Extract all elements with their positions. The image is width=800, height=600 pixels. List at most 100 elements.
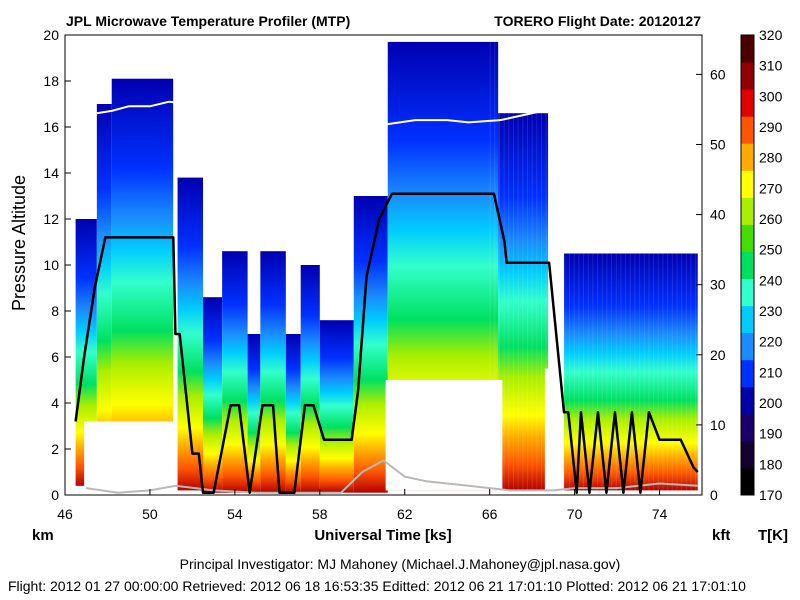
y-tick-label: 10	[43, 257, 59, 273]
texture-stripe	[578, 35, 580, 495]
curtain-segment	[319, 320, 354, 493]
texture-stripe	[606, 35, 608, 495]
colorbar-frame	[740, 34, 755, 496]
colorbar-swatch	[741, 386, 754, 415]
colorbar-tick-label: 290	[759, 119, 783, 135]
kft-unit-label: kft	[712, 527, 730, 544]
texture-stripe	[601, 35, 603, 495]
x-tick-label: 66	[482, 506, 498, 522]
texture-stripe	[541, 35, 542, 495]
kft-tick-label: 60	[710, 66, 726, 82]
colorbar-tick-label: 320	[759, 27, 783, 43]
curtain-segment	[96, 104, 112, 486]
texture-stripe	[615, 35, 617, 495]
y-tick-label: 0	[51, 487, 59, 503]
texture-stripe	[555, 35, 556, 495]
curtain-segment	[222, 251, 248, 493]
x-tick-label: 74	[652, 506, 668, 522]
curtain-segment	[260, 251, 286, 493]
y-tick-label: 12	[43, 211, 59, 227]
x-tick-label: 70	[567, 506, 583, 522]
kft-tick-label: 50	[710, 136, 726, 152]
colorbar-tick-label: 210	[759, 364, 783, 380]
texture-stripe	[499, 35, 500, 495]
colorbar-tick-label: 200	[759, 395, 783, 411]
principal-investigator: Principal Investigator: MJ Mahoney (Mich…	[179, 556, 621, 572]
texture-stripe	[592, 35, 594, 495]
x-axis-label: Universal Time [ks]	[314, 527, 451, 544]
texture-stripe	[629, 35, 631, 495]
curtain-segment	[353, 196, 388, 493]
texture-stripe	[685, 35, 687, 495]
texture-stripe	[508, 35, 510, 495]
texture-stripe	[522, 35, 524, 495]
colorbar-swatch	[741, 170, 754, 198]
colorbar: 170 180 190 200 210 220 230 240 250 260 270 280 290 3…	[740, 27, 783, 503]
curtain-segment	[563, 253, 698, 491]
colorbar-tick-label: 270	[759, 180, 783, 196]
nodata-region	[544, 368, 560, 493]
chart-subtitle: TORERO Flight Date: 20120127	[494, 13, 701, 29]
y-tick-label: 16	[43, 119, 59, 135]
texture-stripe	[494, 35, 496, 495]
texture-stripe	[671, 35, 673, 495]
colorbar-swatch	[741, 251, 754, 280]
texture-stripe	[643, 35, 645, 495]
colorbar-tick-label: 180	[759, 456, 783, 472]
mtp-chart: JPL Microwave Temperature Profiler (MTP)…	[9, 13, 788, 544]
colorbar-tick-label: 190	[759, 426, 783, 442]
texture-stripe	[569, 35, 570, 495]
colorbar-tick-label: 220	[759, 334, 783, 350]
nodata-region	[385, 380, 503, 491]
chart-title: JPL Microwave Temperature Profiler (MTP)	[66, 13, 350, 29]
curtain-segment	[203, 297, 223, 493]
curtain-segment	[247, 334, 261, 493]
nodata-region	[173, 35, 178, 495]
y-tick-label: 14	[43, 165, 59, 181]
texture-stripe	[676, 35, 678, 495]
y-tick-label: 4	[51, 395, 59, 411]
kft-tick-label: 0	[710, 487, 718, 503]
colorbar-swatch	[741, 35, 754, 63]
texture-stripe	[662, 35, 664, 495]
y-tick-label: 20	[43, 27, 59, 43]
texture-stripe	[587, 35, 589, 495]
colorbar-tick-label: 260	[759, 211, 783, 227]
y-axis-left: 0 2 4 6 8 10 12 14 16 18 20	[43, 27, 71, 503]
kft-tick-label: 20	[710, 347, 726, 363]
texture-stripe	[639, 35, 641, 495]
colorbar-tick-label: 280	[759, 150, 783, 166]
texture-stripe	[536, 35, 538, 495]
curtain-segment	[498, 113, 550, 491]
y-tick-label: 18	[43, 73, 59, 89]
nodata-region	[84, 421, 176, 491]
texture-stripe	[657, 35, 659, 495]
colorbar-swatch	[741, 116, 754, 144]
colorbar-swatch	[741, 467, 754, 496]
curtain-segment	[75, 219, 97, 486]
colorbar-swatch	[741, 440, 754, 469]
kft-tick-label: 30	[710, 277, 726, 293]
colorbar-swatch	[741, 359, 754, 388]
colorbar-swatch	[741, 413, 754, 442]
colorbar-tick-label: 230	[759, 303, 783, 319]
flight-overlay	[74, 100, 699, 494]
texture-stripe	[648, 35, 650, 495]
texture-stripe	[559, 35, 561, 495]
colorbar-swatch	[741, 143, 754, 171]
texture-stripe	[531, 35, 533, 495]
texture-stripe	[634, 35, 636, 495]
colorbar-swatch	[741, 89, 754, 117]
colorbar-swatch	[741, 197, 754, 225]
colorbar-tick-label: 300	[759, 88, 783, 104]
y-tick-label: 6	[51, 349, 59, 365]
colorbar-tick-label: 170	[759, 487, 783, 503]
colorbar-swatch	[741, 278, 754, 307]
flight-metadata: Flight: 2012 01 27 00:00:00 Retrieved: 2…	[8, 578, 746, 594]
y-tick-label: 8	[51, 303, 59, 319]
texture-stripe	[527, 35, 528, 495]
texture-stripe	[573, 35, 575, 495]
x-tick-label: 62	[397, 506, 413, 522]
km-unit-label: km	[32, 527, 54, 544]
x-tick-label: 50	[142, 506, 158, 522]
